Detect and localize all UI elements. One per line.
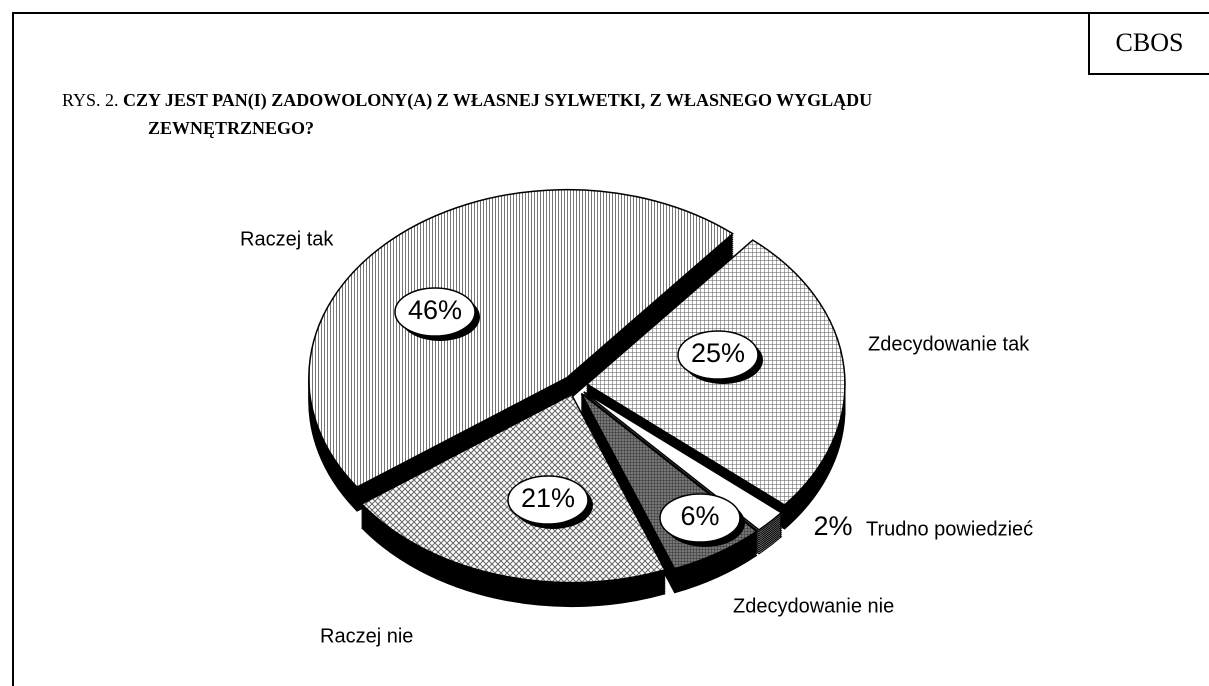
chart-title: RYS. 2. CZY JEST PAN(I) ZADOWOLONY(A) Z … [62, 86, 948, 142]
value-label: 46% [408, 295, 462, 325]
source: CBOS [1088, 12, 1209, 75]
category-label: Zdecydowanie nie [733, 595, 894, 617]
label-bubble [677, 330, 759, 380]
label-bubble [659, 493, 741, 543]
category-label: Trudno powiedzieć [866, 518, 1033, 540]
value-label: 21% [521, 483, 575, 513]
category-label: Zdecydowanie tak [868, 333, 1030, 355]
value-label: 2% [813, 511, 852, 541]
value-label: 25% [691, 338, 745, 368]
label-bubble [394, 287, 476, 337]
value-label: 6% [680, 501, 719, 531]
figure-number: RYS. 2. [62, 90, 119, 110]
category-label: Raczej tak [240, 228, 334, 250]
label-bubble [507, 475, 589, 525]
frame [12, 12, 1209, 686]
category-label: Raczej nie [320, 625, 413, 647]
slice [583, 391, 783, 531]
slice [308, 188, 734, 489]
title-text: CZY JEST PAN(I) ZADOWOLONY(A) Z WŁASNEJ … [123, 90, 873, 138]
